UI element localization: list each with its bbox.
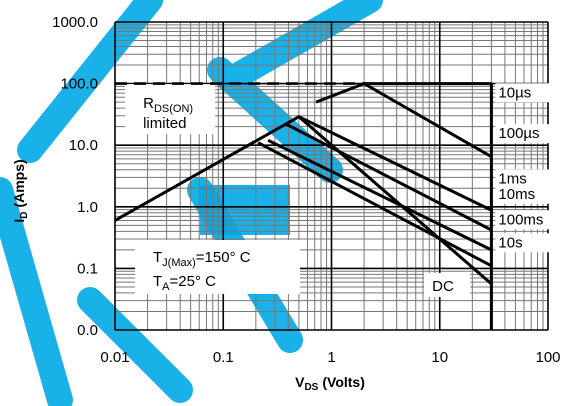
dc-label: DC	[432, 278, 454, 295]
y-tick-label: 10.0	[69, 137, 98, 154]
curve-label-bg	[495, 184, 554, 204]
curve-label-bg	[495, 210, 554, 230]
curve-label: 10µs	[498, 84, 531, 101]
series-line	[298, 115, 493, 212]
curve-label: 1ms	[498, 170, 526, 187]
x-tick-label: 10	[431, 349, 448, 366]
curve-label: 10ms	[498, 186, 535, 203]
series-line	[257, 141, 493, 268]
series-line	[114, 115, 493, 286]
x-tick-label: 0.01	[100, 349, 129, 366]
x-tick-label: 0.1	[213, 349, 234, 366]
x-axis-title: VDS (Volts)	[295, 374, 365, 393]
y-tick-label: 1.0	[77, 199, 98, 216]
curve-label: 100ms	[498, 211, 543, 228]
annotation-backgrounds	[125, 83, 554, 297]
y-tick-label: 0.0	[77, 322, 98, 339]
curve-label-bg	[495, 169, 554, 189]
dc-label-bg	[424, 272, 471, 297]
tj-condition: TJ(Max)=150° C	[153, 249, 251, 269]
ta-condition: TA=25° C	[153, 273, 216, 293]
soa-curves	[114, 82, 493, 330]
curve-label: 10s	[498, 234, 522, 251]
rds-label-bg	[125, 84, 216, 135]
conditions-bg	[135, 240, 300, 294]
y-tick-label: 0.1	[77, 260, 98, 277]
y-tick-label: 1000.0	[52, 14, 98, 31]
y-axis-title: ID(Amps)	[11, 159, 30, 222]
curve-label-bg	[495, 124, 554, 144]
curve-label-bg	[495, 83, 554, 103]
rds-limited-label: limited	[143, 115, 186, 132]
curve-label-bg	[495, 233, 554, 253]
x-tick-label: 100	[535, 349, 560, 366]
series-line	[267, 138, 493, 252]
series-line	[285, 122, 493, 232]
y-tick-label: 100.0	[60, 76, 98, 93]
curve-label: 100µs	[498, 125, 539, 142]
x-tick-label: 1	[327, 349, 335, 366]
series-line	[315, 82, 493, 159]
rds-label: RDS(ON)	[143, 95, 193, 115]
